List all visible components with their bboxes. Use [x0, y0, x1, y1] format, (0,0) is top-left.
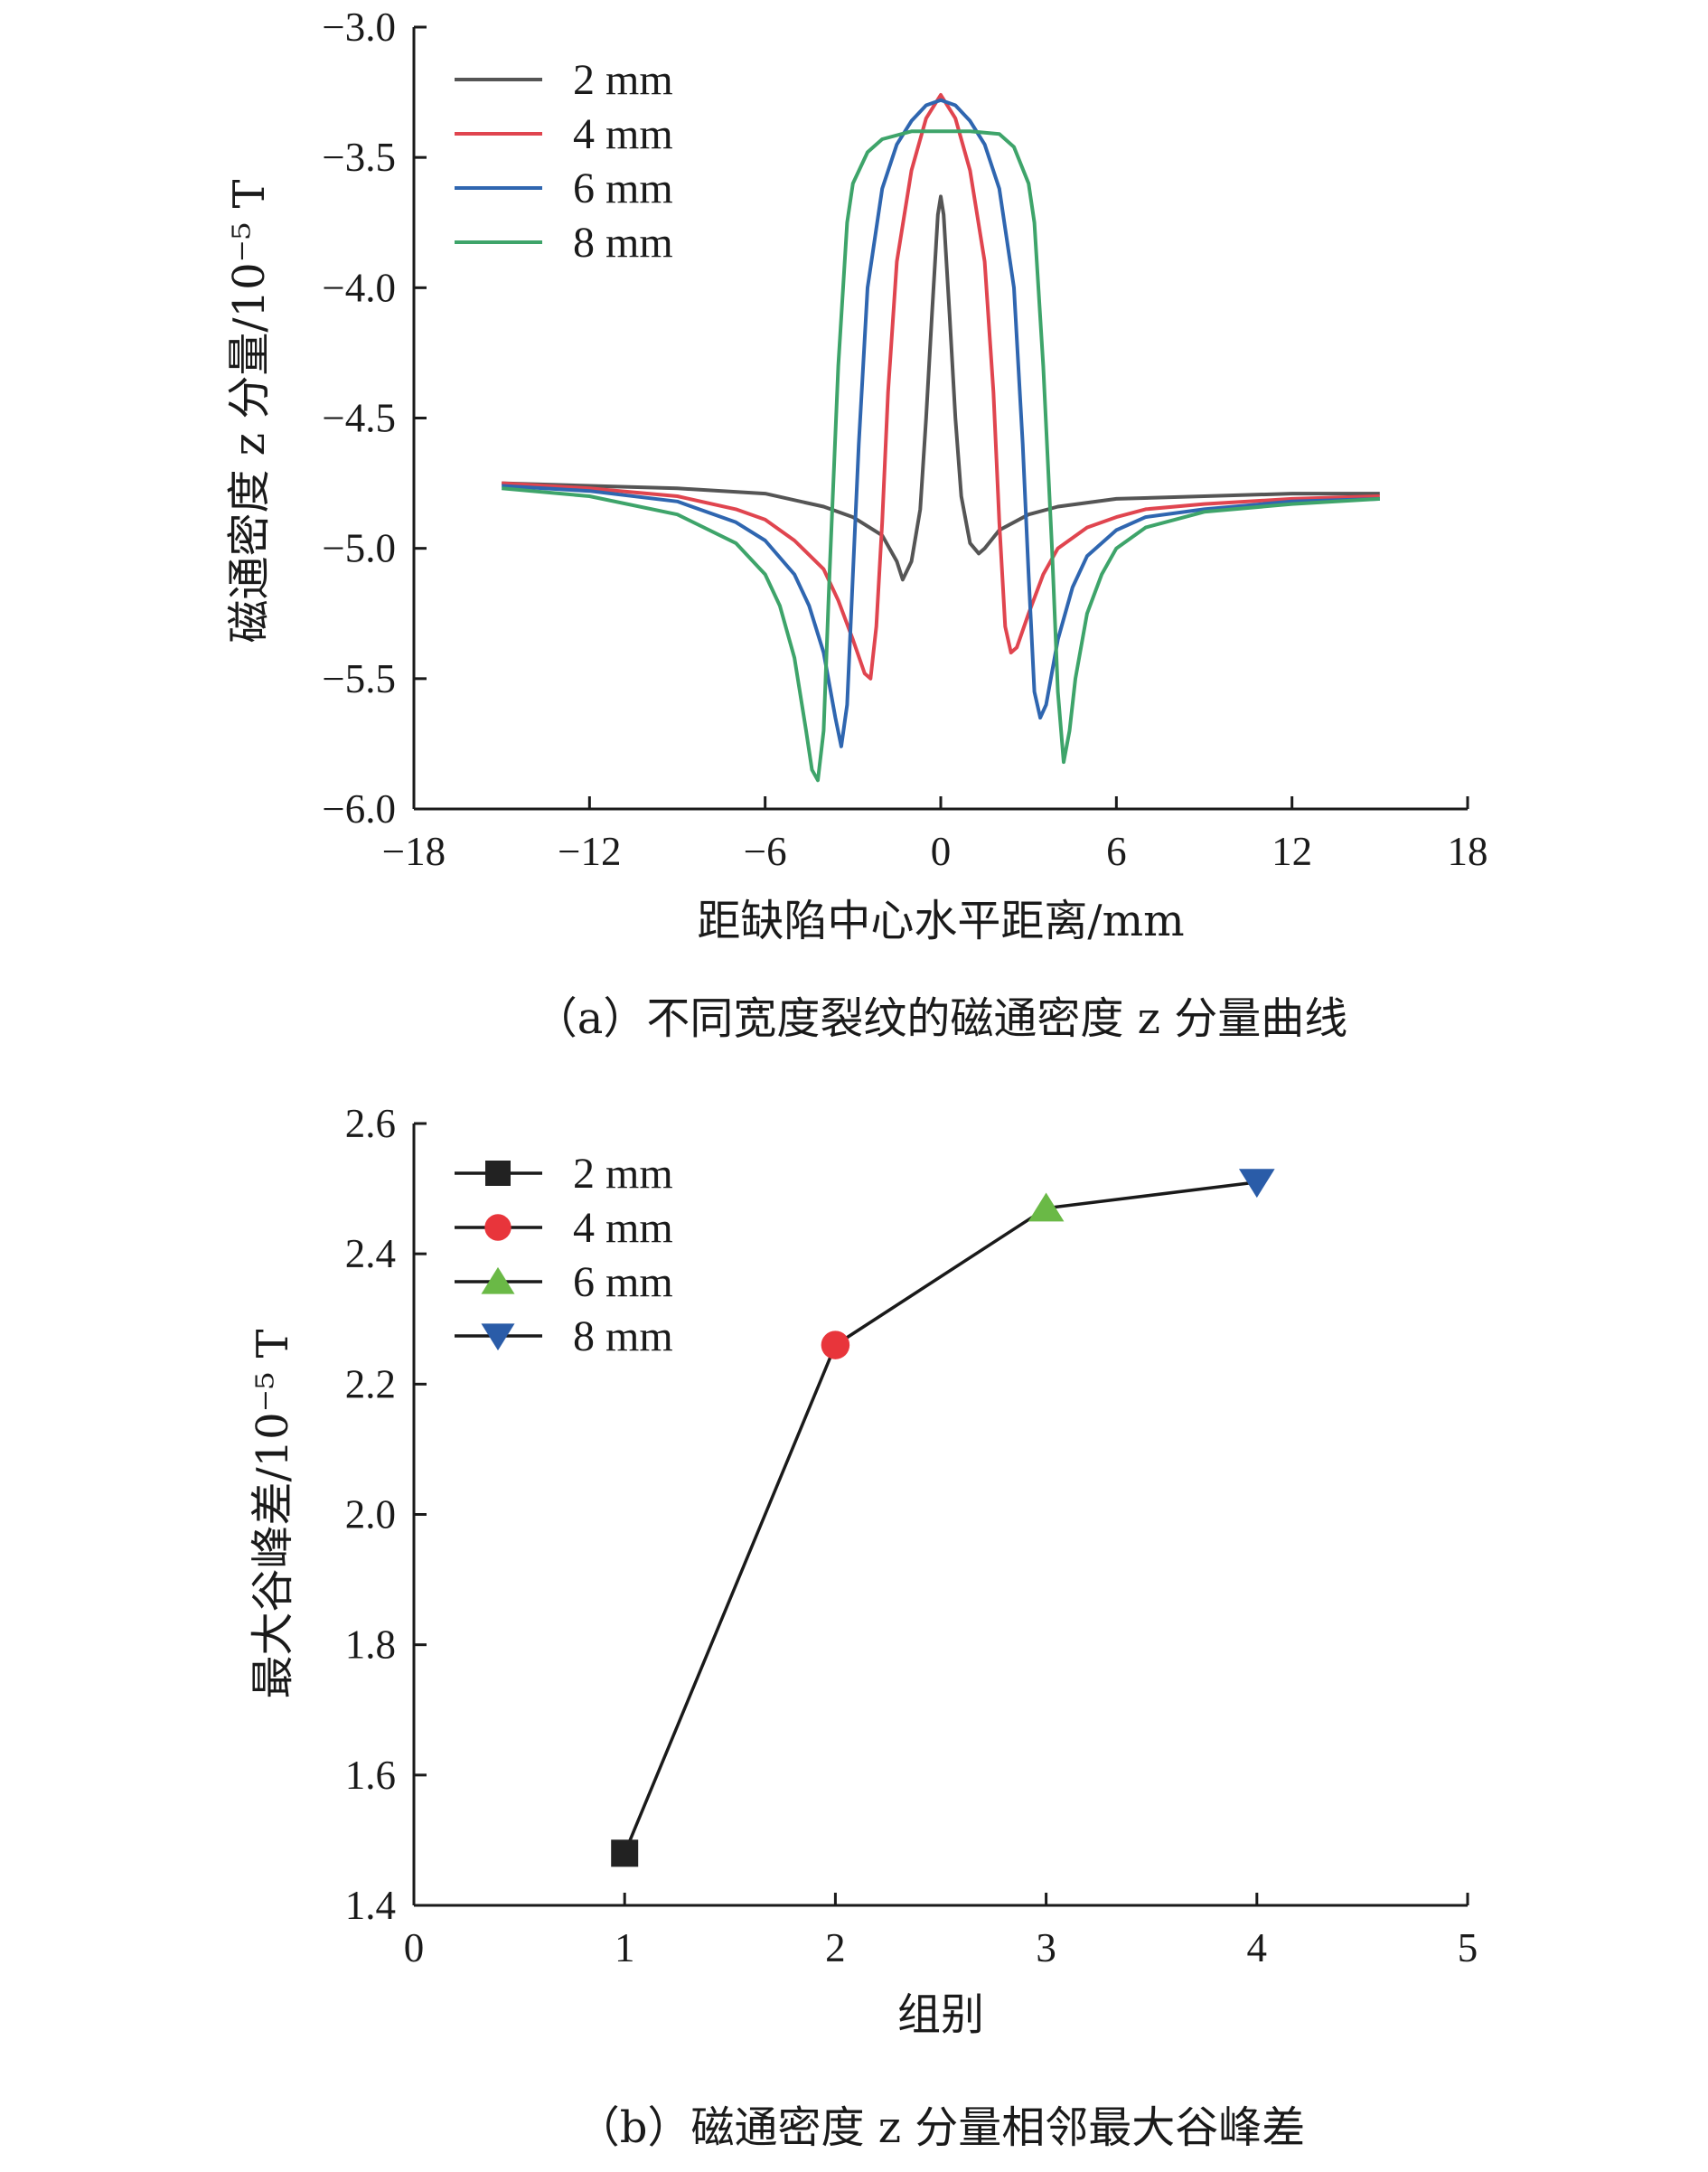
- panel-a-y-tick-label: −3.5: [322, 135, 396, 180]
- panel-b-x-ticks: 0 1 2 3 4 5: [404, 1893, 1478, 1970]
- panel-b-legend-marker: [481, 1266, 515, 1294]
- panel-a-plot-area: [502, 93, 1380, 783]
- panel-a-legend-label: 4 mm: [573, 110, 673, 158]
- panel-b-y-tick-label: 2.4: [345, 1231, 396, 1276]
- panel-a-series-line-0: [502, 194, 1380, 582]
- panel-b-y-tick-label: 1.8: [345, 1622, 396, 1668]
- panel-b-point-triangle-down: [1238, 1169, 1275, 1199]
- panel-a-series-line-1: [502, 93, 1380, 681]
- panel-b-point-triangle-up: [1028, 1192, 1065, 1222]
- panel-b-y-axis-title: 最大谷峰差/10⁻⁵ T: [248, 1329, 298, 1698]
- panel-b-plot-area: [611, 1169, 1275, 1867]
- panel-a-series-line-2: [502, 98, 1380, 748]
- panel-a-y-ticks: −3.0 −3.5 −4.0 −4.5 −5.0 −5.5 −6.0: [322, 5, 427, 832]
- panel-a-caption: （a）不同宽度裂纹的磁通密度 z 分量曲线: [534, 993, 1347, 1044]
- panel-a-x-ticks: −18 −12 −6 0 6 12 18: [382, 796, 1488, 874]
- panel-a-legend-label: 6 mm: [573, 165, 673, 212]
- panel-a-y-tick-label: −5.5: [322, 656, 396, 701]
- panel-a-legend-label: 8 mm: [573, 219, 673, 267]
- panel-b-x-tick-label: 0: [404, 1925, 425, 1970]
- panel-b-legend-label: 6 mm: [573, 1258, 673, 1306]
- panel-b-axes: [412, 1124, 1468, 1907]
- panel-a-y-tick-label: −3.0: [322, 5, 396, 50]
- panel-b-x-tick-label: 5: [1458, 1925, 1478, 1970]
- panel-a-x-tick-label: −12: [558, 829, 621, 874]
- panel-b-legend-marker: [485, 1161, 511, 1186]
- panel-a-legend: 2 mm 4 mm 6 mm 8 mm: [455, 56, 673, 267]
- panel-a-x-tick-label: −6: [744, 829, 787, 874]
- panel-b-legend-marker: [481, 1323, 515, 1351]
- panel-b-legend-label: 8 mm: [573, 1312, 673, 1360]
- panel-a-x-tick-label: −18: [382, 829, 446, 874]
- panel-b-y-tick-label: 2.2: [345, 1361, 396, 1406]
- panel-b-x-tick-label: 3: [1036, 1925, 1056, 1970]
- panel-b-y-tick-label: 1.4: [345, 1883, 396, 1928]
- panel-b-legend-label: 4 mm: [573, 1204, 673, 1252]
- panel-a-y-tick-label: −5.0: [322, 526, 396, 571]
- panel-a-chart: −18 −12 −6 0 6 12 18 −3.0−3.5−4.0−4.5−5.0−5.5−…: [224, 5, 1488, 1044]
- panel-a-x-tick-label: 12: [1272, 829, 1312, 874]
- panel-b-series-line: [623, 1180, 1258, 1854]
- panel-a-y-tick-label: −6.0: [322, 786, 396, 832]
- panel-b-y-ticks: 2.6 2.4 2.2 2.0 1.8 1.6 1.4: [345, 1101, 427, 1928]
- panel-b-x-tick-label: 2: [825, 1925, 846, 1970]
- panel-b-legend: 2 mm 4 mm 6 mm 8 mm: [455, 1150, 673, 1360]
- panel-b-y-tick-label: 2.6: [345, 1101, 396, 1146]
- panel-a-x-tick-label: 18: [1448, 829, 1488, 874]
- panel-a-x-axis-title: 距缺陷中心水平距离/mm: [697, 896, 1184, 946]
- panel-b-point-square: [611, 1839, 639, 1867]
- panel-b-chart: 0 1 2 3 4 5 2.6 2.4 2.2 2.0 1.8 1.6 1.4 2 mm 4 mm 6 m…: [248, 1101, 1478, 2153]
- panel-a-x-tick-label: 6: [1106, 829, 1127, 874]
- panel-b-caption: （b）磁通密度 z 分量相邻最大谷峰差: [577, 2102, 1306, 2153]
- panel-b-y-tick-label: 1.6: [345, 1753, 396, 1798]
- panel-b-legend-marker: [484, 1214, 511, 1241]
- panel-b-point-circle: [821, 1330, 850, 1359]
- panel-a-x-tick-label: 0: [931, 829, 952, 874]
- panel-b-x-tick-label: 4: [1247, 1925, 1268, 1970]
- panel-a-y-axis-title: 磁通密度 z 分量/10⁻⁵ T: [224, 180, 275, 644]
- panel-b-x-tick-label: 1: [615, 1925, 635, 1970]
- panel-a-y-tick-label: −4.0: [322, 265, 396, 310]
- panel-a-series-line-3: [502, 129, 1380, 783]
- panel-b-legend-label: 2 mm: [573, 1150, 673, 1198]
- panel-b-x-axis-title: 组别: [897, 1989, 984, 2040]
- panel-a-axes: [412, 27, 1468, 811]
- panel-b-y-tick-label: 2.0: [345, 1492, 396, 1537]
- panel-a-y-tick-label: −4.5: [322, 396, 396, 441]
- panel-a-legend-label: 2 mm: [573, 56, 673, 104]
